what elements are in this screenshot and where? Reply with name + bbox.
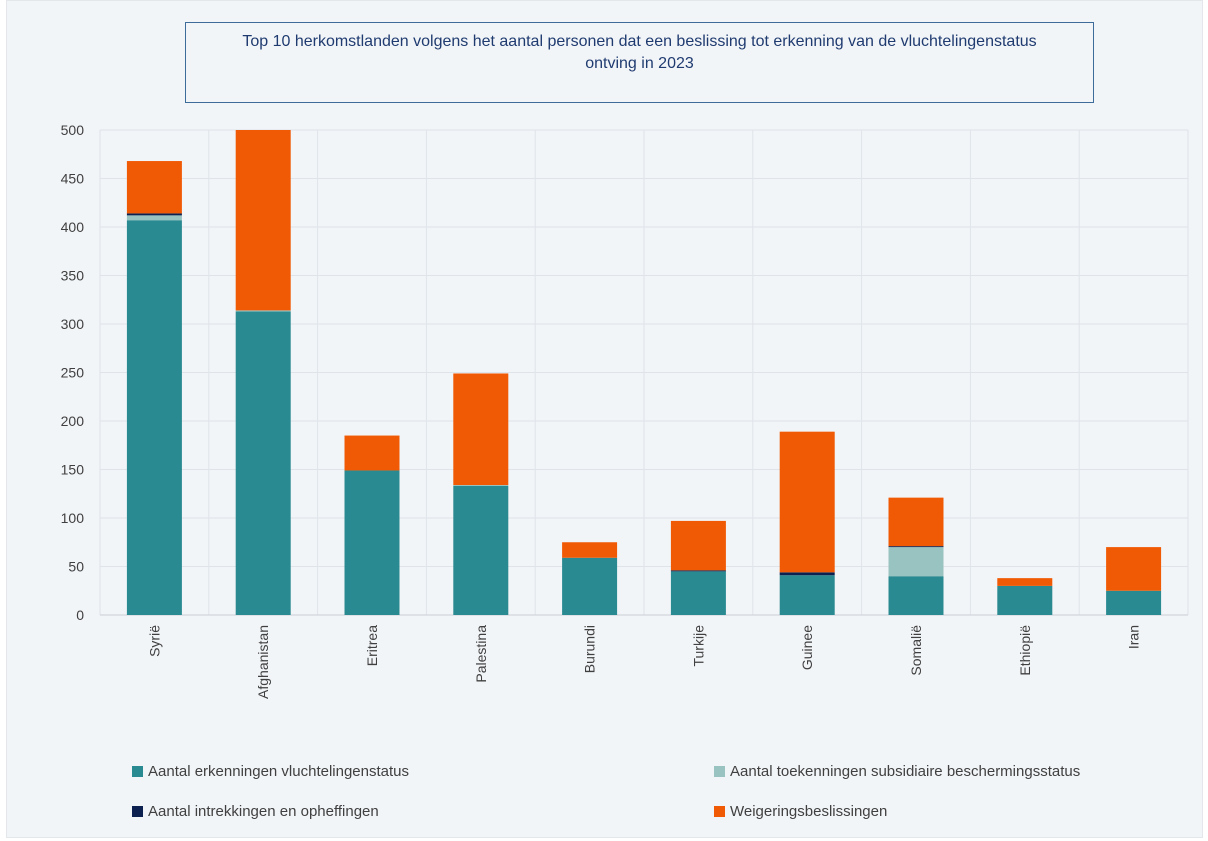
bar-segment — [779, 575, 835, 615]
legend-swatch — [132, 806, 143, 817]
x-tick-label: Somalië — [908, 625, 924, 676]
legend-label: Aantal toekenningen subsidiaire bescherm… — [730, 763, 1081, 780]
y-tick-label: 150 — [61, 462, 85, 478]
chart-area — [6, 0, 1203, 838]
y-tick-label: 100 — [61, 510, 85, 526]
bar-segment — [779, 572, 835, 576]
y-tick-label: 50 — [68, 559, 84, 575]
legend-label: Weigeringsbeslissingen — [730, 803, 888, 820]
bar-segment — [453, 485, 509, 486]
bar-segment — [997, 585, 1053, 615]
legend-item: Aantal erkenningen vluchtelingenstatus — [132, 763, 409, 780]
bar-segment — [344, 435, 400, 471]
legend-label: Aantal intrekkingen en opheffingen — [148, 803, 379, 820]
x-tick-label: Eritrea — [364, 625, 380, 666]
legend-item: Weigeringsbeslissingen — [714, 803, 887, 820]
bar-segment — [670, 571, 726, 615]
y-tick-label: 200 — [61, 413, 85, 429]
legend-item: Aantal toekenningen subsidiaire bescherm… — [714, 763, 1080, 780]
x-tick-label: Afghanistan — [255, 625, 271, 699]
bar-segment — [126, 213, 182, 216]
y-tick-label: 400 — [61, 219, 85, 235]
bar-segment — [562, 542, 618, 558]
y-tick-label: 500 — [61, 122, 85, 138]
x-tick-label: Turkije — [690, 625, 706, 667]
bar-segment — [453, 373, 509, 486]
bars — [126, 130, 1162, 615]
chart-title-line-2: ontving in 2023 — [585, 55, 694, 72]
bar-segment — [670, 570, 726, 572]
y-tick-label: 350 — [61, 268, 85, 284]
bar-segment — [670, 520, 726, 571]
y-axis-ticks: 0 50 100 150 200 250 300 350 400 450 500 — [61, 122, 85, 623]
bar-segment — [235, 130, 291, 311]
bar-segment — [562, 557, 618, 615]
legend-swatch — [132, 766, 143, 777]
bar-segment — [344, 470, 400, 615]
bar-segment — [888, 497, 944, 547]
chart-title: Top 10 herkomstlanden volgens het aantal… — [185, 22, 1094, 103]
bar-segment — [888, 546, 944, 548]
bar-segment — [1106, 590, 1162, 615]
legend-label: Aantal erkenningen vluchtelingenstatus — [148, 763, 410, 780]
bar-segment — [997, 578, 1053, 586]
y-tick-label: 450 — [61, 171, 85, 187]
bar-segment — [126, 215, 182, 221]
bar-segment — [453, 485, 509, 615]
x-tick-label: Palestina — [473, 625, 489, 683]
y-tick-label: 0 — [76, 607, 84, 623]
bar-segment — [235, 310, 291, 312]
bar-segment — [888, 547, 944, 577]
bar-segment — [1106, 547, 1162, 591]
bar-segment — [126, 220, 182, 615]
x-tick-label: Iran — [1126, 625, 1142, 649]
y-tick-label: 300 — [61, 316, 85, 332]
bar-segment — [126, 161, 182, 214]
y-tick-label: 250 — [61, 365, 85, 381]
legend-swatch — [714, 766, 725, 777]
legend-item: Aantal intrekkingen en opheffingen — [132, 803, 379, 820]
bar-segment — [235, 311, 291, 615]
x-tick-label: Burundi — [582, 625, 598, 673]
bar-segment — [779, 431, 835, 573]
x-tick-label: Guinee — [799, 625, 815, 670]
chart-title-line-1: Top 10 herkomstlanden volgens het aantal… — [242, 33, 1037, 50]
bar-segment — [888, 576, 944, 615]
x-axis-ticks: Syrië Afghanistan Eritrea Palestina Burundi T… — [146, 625, 1141, 699]
legend-swatch — [714, 806, 725, 817]
x-tick-label: Ethiopië — [1017, 625, 1033, 676]
x-tick-label: Syrië — [146, 625, 162, 657]
